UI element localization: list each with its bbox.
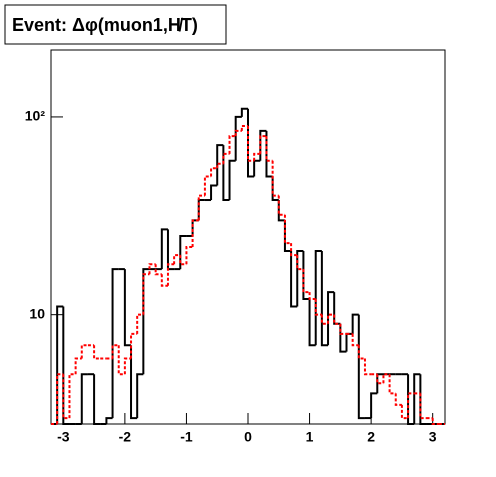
histogram-step bbox=[327, 291, 335, 346]
histogram-step bbox=[302, 250, 310, 301]
histogram-step bbox=[296, 249, 304, 307]
histogram-step bbox=[320, 250, 329, 347]
histogram-step bbox=[290, 243, 298, 257]
y-tick-label: 10 bbox=[29, 305, 45, 321]
x-tick-label: 0 bbox=[244, 429, 252, 445]
histogram-step bbox=[351, 313, 359, 334]
histogram-step bbox=[394, 393, 402, 406]
histogram-step bbox=[166, 263, 175, 286]
histogram-step bbox=[302, 269, 310, 294]
histogram-step bbox=[277, 195, 285, 216]
histogram-step bbox=[308, 292, 316, 301]
histogram-step bbox=[370, 392, 378, 419]
histogram-step bbox=[283, 214, 292, 245]
histogram-step bbox=[234, 129, 242, 137]
histogram-step bbox=[203, 175, 212, 196]
histogram-step bbox=[123, 269, 132, 347]
chart-title: Event: Δφ(muon1,H̸T) bbox=[12, 15, 198, 35]
histogram-step bbox=[56, 373, 64, 424]
x-tick-label: 3 bbox=[429, 429, 437, 445]
histogram-step bbox=[240, 107, 248, 117]
histogram-step bbox=[240, 124, 248, 131]
histogram-step bbox=[111, 344, 119, 359]
x-tick-label: -2 bbox=[119, 429, 132, 445]
histogram-step bbox=[271, 160, 279, 197]
x-tick-label: -3 bbox=[57, 429, 70, 445]
histogram-step bbox=[136, 313, 144, 334]
histogram-step bbox=[142, 273, 150, 315]
histogram-step bbox=[431, 418, 439, 425]
histogram-step bbox=[74, 357, 82, 375]
histogram-step bbox=[228, 159, 236, 201]
histogram-step bbox=[62, 306, 70, 425]
histogram-step bbox=[185, 245, 193, 265]
histogram-step bbox=[105, 417, 113, 424]
histogram-step bbox=[142, 268, 150, 375]
histogram-step bbox=[80, 344, 88, 359]
histogram-step bbox=[363, 358, 372, 376]
histogram-step bbox=[191, 219, 199, 247]
histogram-step bbox=[259, 129, 267, 161]
x-tick-label: 1 bbox=[306, 429, 314, 445]
histogram-step bbox=[413, 373, 421, 424]
histogram-step bbox=[357, 345, 365, 360]
histogram-step bbox=[216, 162, 224, 169]
histogram-step bbox=[234, 115, 242, 161]
y-tick-label: 10² bbox=[25, 108, 46, 124]
title-box bbox=[4, 4, 227, 45]
histogram-step bbox=[210, 167, 218, 177]
histogram-step bbox=[56, 305, 64, 424]
histogram-step bbox=[351, 333, 359, 347]
histogram-step bbox=[136, 373, 144, 419]
x-tick-label: 2 bbox=[367, 429, 375, 445]
histogram-step bbox=[407, 374, 415, 425]
histogram-step bbox=[93, 345, 101, 360]
histogram-step bbox=[216, 144, 224, 186]
histogram-step bbox=[314, 299, 322, 316]
histogram-step bbox=[308, 299, 316, 347]
histogram-step bbox=[68, 373, 76, 419]
histogram-step bbox=[160, 228, 168, 270]
histogram-step bbox=[247, 125, 255, 162]
histogram-step bbox=[160, 274, 168, 287]
histogram-step bbox=[419, 374, 427, 425]
histogram-step bbox=[80, 373, 88, 424]
histogram-step bbox=[271, 176, 279, 202]
histogram-step bbox=[93, 374, 101, 425]
histogram-step bbox=[130, 345, 138, 420]
histogram-step bbox=[210, 184, 218, 201]
histogram-step bbox=[228, 135, 236, 154]
histogram-step bbox=[357, 314, 365, 420]
x-tick-label: -1 bbox=[180, 429, 193, 445]
histogram-step bbox=[259, 135, 267, 154]
histogram-step bbox=[265, 130, 273, 178]
histogram-step bbox=[111, 268, 119, 419]
histogram-step bbox=[253, 152, 261, 161]
histogram-step bbox=[400, 404, 409, 420]
histogram-step bbox=[148, 263, 156, 275]
histogram-step bbox=[62, 374, 70, 420]
histogram-step bbox=[290, 250, 298, 308]
histogram-step bbox=[123, 357, 132, 375]
histogram-step bbox=[339, 323, 347, 335]
histogram-step bbox=[154, 264, 162, 276]
histogram-step bbox=[333, 292, 341, 325]
histogram-step bbox=[388, 374, 396, 395]
